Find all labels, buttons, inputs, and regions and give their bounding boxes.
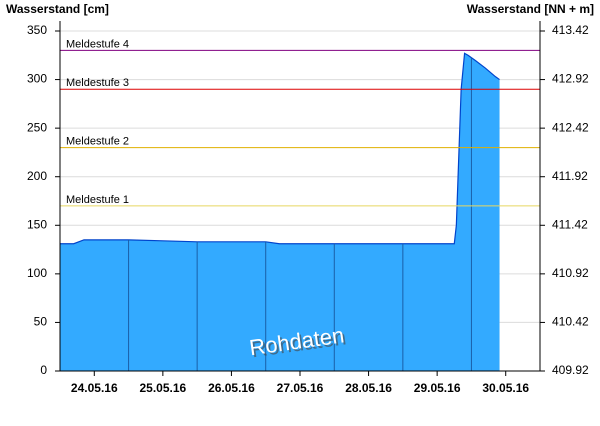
y2-tick-label: 410.42	[552, 315, 589, 329]
x-tick-label: 24.05.16	[71, 381, 118, 395]
x-tick-label: 30.05.16	[482, 381, 529, 395]
y2-tick-label: 413.42	[552, 23, 589, 37]
x-tick-label: 29.05.16	[414, 381, 461, 395]
y2-tick-label: 411.42	[552, 217, 588, 231]
y-tick-label: 250	[27, 120, 47, 134]
y2-tick-label: 412.42	[552, 120, 589, 134]
y2-axis-title: Wasserstand [NN + m]	[467, 2, 594, 16]
y-tick-label: 300	[27, 72, 47, 86]
x-tick-label: 28.05.16	[345, 381, 392, 395]
y2-tick-label: 410.92	[552, 266, 589, 280]
y-tick-label: 0	[40, 363, 47, 377]
threshold-label: Meldestufe 4	[66, 38, 129, 50]
y-tick-label: 150	[27, 217, 47, 231]
area-line	[60, 52, 500, 245]
threshold-label: Meldestufe 2	[66, 135, 129, 147]
y-tick-label: 200	[27, 169, 47, 183]
y2-tick-label: 409.92	[552, 363, 589, 377]
y-tick-label: 100	[27, 266, 47, 280]
y2-tick-label: 412.92	[552, 72, 589, 86]
x-tick-label: 25.05.16	[139, 381, 186, 395]
threshold-label: Meldestufe 1	[66, 194, 129, 206]
x-tick-label: 27.05.16	[277, 381, 324, 395]
y-tick-label: 350	[27, 23, 47, 37]
threshold-label: Meldestufe 3	[66, 77, 129, 89]
y2-tick-label: 411.92	[552, 169, 588, 183]
x-tick-label: 26.05.16	[208, 381, 255, 395]
area	[60, 53, 500, 371]
y-axis-title: Wasserstand [cm]	[6, 2, 109, 16]
y-tick-label: 50	[34, 315, 48, 329]
